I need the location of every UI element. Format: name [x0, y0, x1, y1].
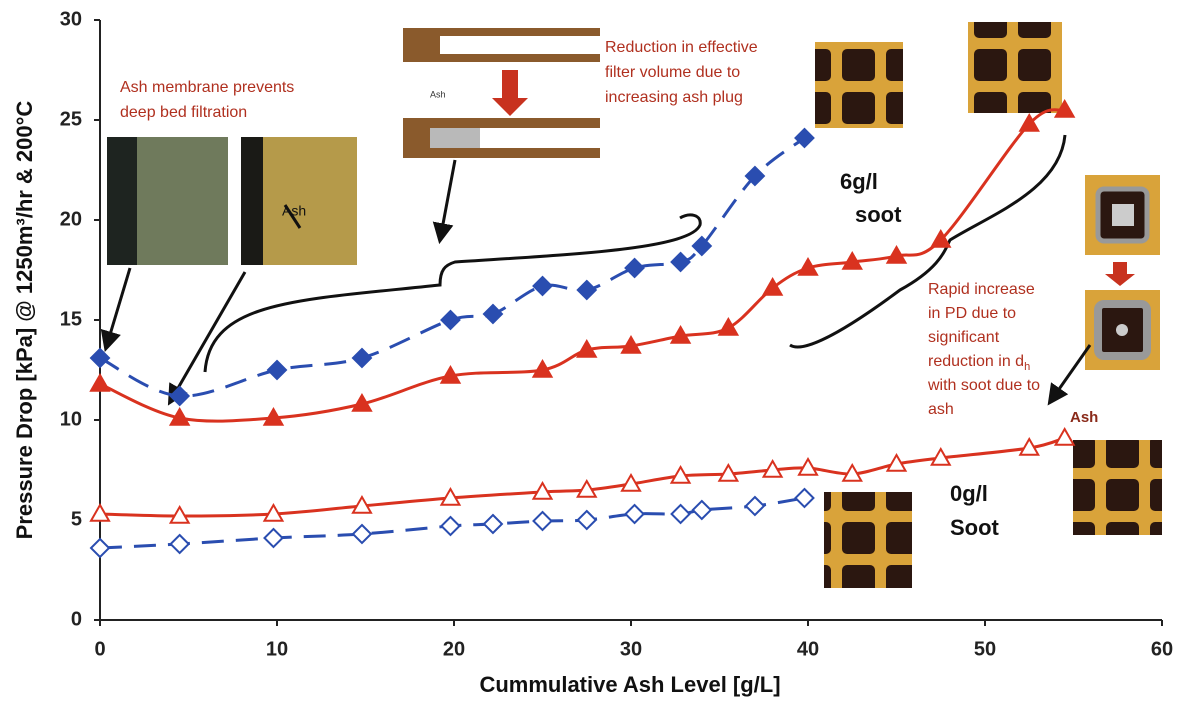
down-arrow [1105, 262, 1135, 286]
x-tick-label: 30 [620, 638, 642, 660]
annotation: with soot due to [927, 377, 1040, 394]
point [795, 129, 813, 147]
annotation-subscript: h [1024, 361, 1030, 373]
point [534, 512, 552, 530]
annotation: Rapid increase [928, 281, 1035, 298]
annotation: Soot [950, 515, 1000, 540]
trend-line [100, 438, 1065, 516]
plug-channel [480, 128, 600, 148]
annotation: in PD due to [928, 305, 1016, 322]
point [268, 361, 286, 379]
annotation: Reduction in effective [605, 39, 758, 56]
annotation: Ash [430, 89, 446, 99]
point [672, 505, 690, 523]
annotation: 6g/l [840, 169, 878, 194]
point [719, 319, 737, 335]
point [91, 375, 109, 391]
y-tick-label: 25 [60, 108, 82, 130]
annotation: Ash [1070, 409, 1098, 426]
point [441, 517, 459, 535]
point [441, 311, 459, 329]
point [626, 259, 644, 277]
x-tick-label: 10 [266, 638, 288, 660]
point [534, 277, 552, 295]
y-tick-label: 15 [60, 308, 82, 330]
cell-image [968, 22, 1062, 113]
point [353, 349, 371, 367]
point [764, 279, 782, 295]
annotation: filter volume due to [605, 64, 740, 81]
annotation: significant [928, 329, 1000, 346]
annotation: reduction in dh [928, 353, 1030, 373]
annotation: soot [855, 202, 902, 227]
x-axis-title: Cummulative Ash Level [g/L] [479, 672, 780, 697]
point [353, 525, 371, 543]
annotation: deep bed filtration [120, 104, 247, 121]
point [91, 539, 109, 557]
point [484, 305, 502, 323]
chart: 0 5 10 15 20 25 30 0 10 20 30 40 50 60 Cummulative As… [0, 0, 1188, 698]
point [693, 501, 711, 519]
x-tick-label: 40 [797, 638, 819, 660]
plug-channel [440, 36, 600, 54]
point [171, 387, 189, 405]
cell-image [815, 42, 903, 128]
annotation: 0g/l [950, 481, 988, 506]
down-arrow [492, 70, 528, 116]
x-tick-label: 0 [94, 638, 105, 660]
point [672, 253, 690, 271]
y-tick-label: 0 [71, 608, 82, 630]
y-tick-label: 20 [60, 208, 82, 230]
point [264, 529, 282, 547]
annotation-part: reduction in d [928, 353, 1024, 370]
cell-image [1073, 440, 1162, 535]
point [626, 505, 644, 523]
y-axis-title: Pressure Drop [kPa] @ 1250m³/hr & 200°C [12, 101, 37, 540]
annotation: ash [928, 401, 954, 418]
point [578, 511, 596, 529]
cell-ash [1116, 324, 1128, 336]
point [171, 535, 189, 553]
arrow [106, 268, 130, 348]
annotation: increasing ash plug [605, 89, 743, 106]
y-tick-label: 5 [71, 508, 82, 530]
ash-plug [430, 128, 480, 148]
point [578, 281, 596, 299]
annotation: Ash membrane prevents [120, 79, 294, 96]
arrow [1050, 345, 1090, 402]
arrow [440, 160, 455, 240]
annotation: Ash [282, 203, 306, 219]
micrograph-edge [107, 137, 137, 265]
y-tick-label: 10 [60, 408, 82, 430]
point [91, 349, 109, 367]
x-tick-label: 50 [974, 638, 996, 660]
y-tick-label: 30 [60, 8, 82, 30]
point [1056, 429, 1074, 445]
x-tick-label: 60 [1151, 638, 1173, 660]
point [484, 515, 502, 533]
x-tick-label: 20 [443, 638, 465, 660]
cell-ash [1112, 204, 1134, 226]
cell-image [824, 492, 912, 588]
point [746, 497, 764, 515]
micrograph-edge [241, 137, 263, 265]
point [795, 489, 813, 507]
